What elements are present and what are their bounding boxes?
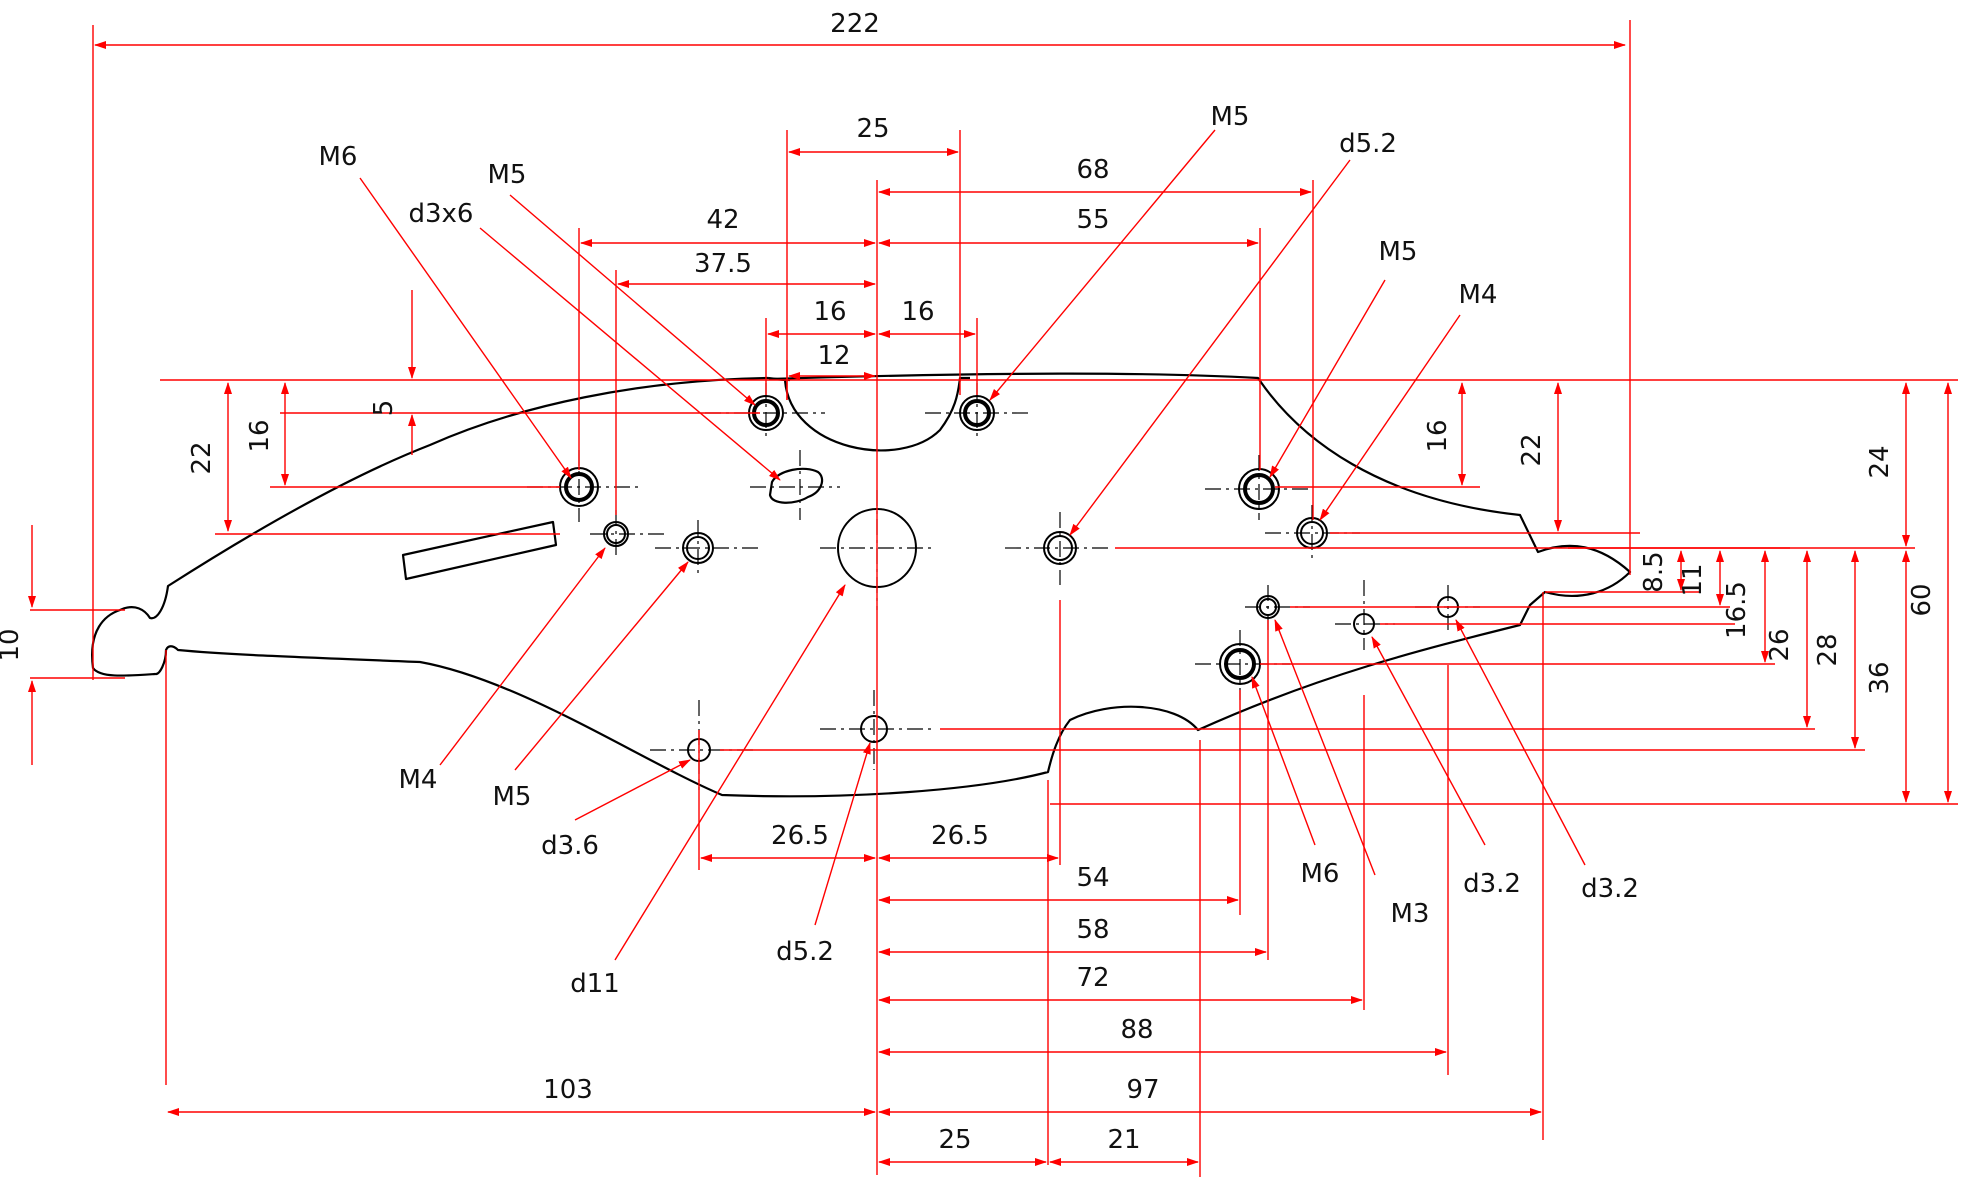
dim-97: 97	[1126, 1075, 1159, 1105]
callout-d3-6: d3.6	[541, 831, 599, 861]
top-notch	[767, 376, 970, 452]
callout-m4-left: M4	[399, 765, 438, 795]
dim-37-5: 37.5	[694, 249, 752, 279]
holes	[559, 395, 1459, 762]
slot	[401, 520, 558, 581]
dim-16-vert-left: 16	[245, 419, 275, 452]
callout-d11: d11	[570, 969, 620, 999]
dim-10: 10	[0, 628, 25, 661]
callout-leaders	[359, 129, 1586, 961]
dim-42: 42	[706, 205, 739, 235]
oblong-hole	[768, 467, 824, 504]
center-lines	[527, 383, 1480, 790]
dim-12: 12	[817, 341, 850, 371]
callout-d3x6: d3x6	[409, 199, 474, 229]
dim-8-5: 8.5	[1639, 551, 1669, 592]
callout-d5-2-bottom: d5.2	[776, 937, 834, 967]
dim-16-right: 16	[901, 297, 934, 327]
dim-36: 36	[1865, 661, 1895, 694]
part-outline	[91, 372, 1632, 798]
dim-5: 5	[369, 400, 399, 417]
dim-28: 28	[1813, 633, 1843, 666]
callout-labels: M6 M5 d3x6 M5 d5.2 M5 M4 M4 M5 d3.6 d11 …	[319, 102, 1639, 999]
dim-26: 26	[1765, 628, 1795, 661]
callout-m3: M3	[1391, 899, 1430, 929]
callout-m5-left: M5	[493, 782, 532, 812]
dim-21: 21	[1107, 1125, 1140, 1155]
callout-d3-2-a: d3.2	[1463, 869, 1521, 899]
dim-22-vert-right: 22	[1517, 433, 1547, 466]
dim-25-top: 25	[856, 114, 889, 144]
dim-11: 11	[1678, 563, 1708, 596]
dim-24: 24	[1865, 445, 1895, 478]
dim-68: 68	[1076, 155, 1109, 185]
dim-58: 58	[1076, 915, 1109, 945]
callout-m6-top: M6	[319, 142, 358, 172]
dim-88: 88	[1120, 1015, 1153, 1045]
dim-22-left: 22	[187, 441, 217, 474]
dim-16-vert-right: 16	[1423, 419, 1453, 452]
dimension-labels: 222 25 68 55 42 37.5 16 16 12 5 22 16 10…	[0, 9, 1937, 1155]
dim-26-5-right: 26.5	[931, 821, 989, 851]
dim-103: 103	[543, 1075, 593, 1105]
dim-16-5: 16.5	[1722, 581, 1752, 639]
dim-54: 54	[1076, 863, 1109, 893]
dim-60: 60	[1907, 583, 1937, 616]
dimension-lines	[28, 20, 1958, 1177]
callout-m5-top-left: M5	[488, 160, 527, 190]
dim-overall-width: 222	[830, 9, 880, 39]
callout-m5-right: M5	[1379, 237, 1418, 267]
dim-55: 55	[1076, 205, 1109, 235]
dim-25-bottom: 25	[938, 1125, 971, 1155]
callout-m4-right: M4	[1459, 280, 1498, 310]
callout-d3-2-b: d3.2	[1581, 874, 1639, 904]
dim-72: 72	[1076, 963, 1109, 993]
callout-d5-2-top: d5.2	[1339, 129, 1397, 159]
dim-16-left: 16	[813, 297, 846, 327]
callout-m5-top-right: M5	[1211, 102, 1250, 132]
callout-m6-bottom: M6	[1301, 859, 1340, 889]
dim-26-5-left: 26.5	[771, 821, 829, 851]
